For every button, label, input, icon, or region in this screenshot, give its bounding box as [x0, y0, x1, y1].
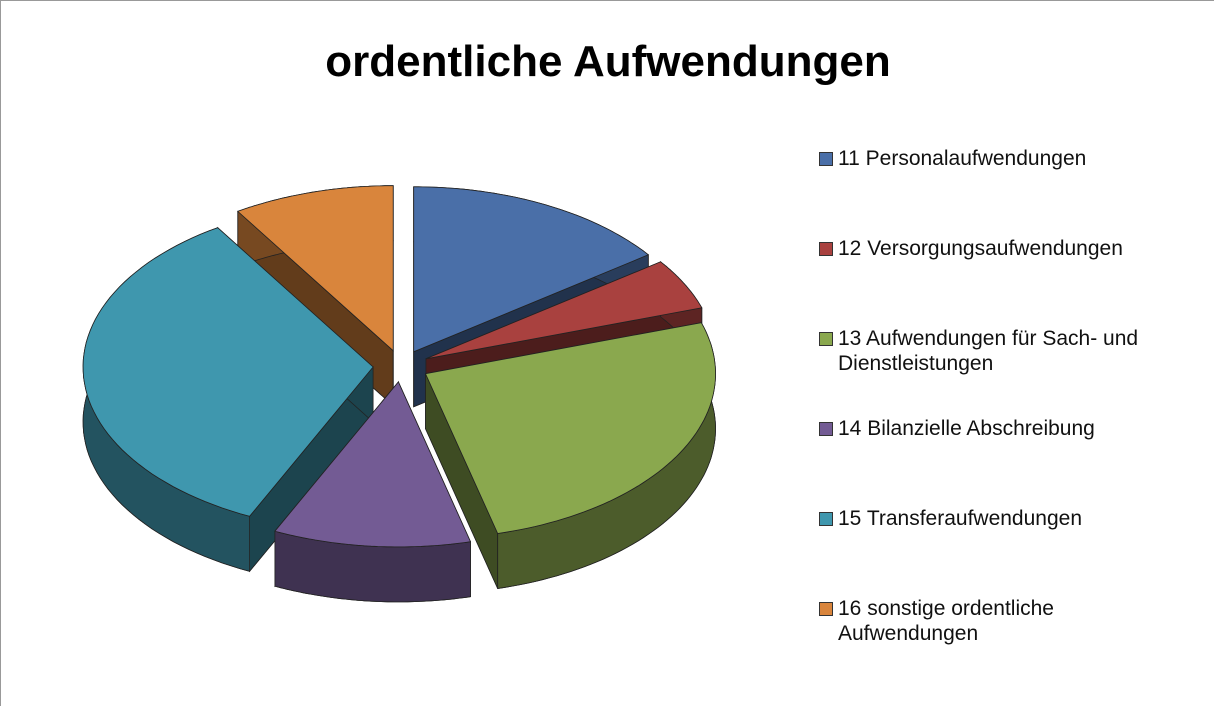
legend-swatch	[819, 422, 833, 436]
legend-label: 15 Transferaufwendungen	[838, 507, 1083, 530]
legend: 11 Personalaufwendungen 12 Versorgungsauf…	[819, 146, 1209, 686]
slice	[425, 261, 703, 360]
legend-item: 15 Transferaufwendungen	[819, 506, 1209, 596]
legend-swatch	[819, 332, 833, 346]
legend-label: 13 Aufwendungen für Sach- und Dienstleis…	[838, 327, 1139, 375]
legend-item: 11 Personalaufwendungen	[819, 146, 1209, 236]
legend-swatch	[819, 512, 833, 526]
legend-swatch	[819, 152, 833, 166]
legend-label: 12 Versorgungsaufwendungen	[838, 237, 1123, 260]
legend-swatch	[819, 242, 833, 256]
slice	[413, 186, 650, 353]
legend-item: 16 sonstige ordentliche Aufwendungen	[819, 596, 1209, 686]
legend-label: 14 Bilanzielle Abschreibung	[838, 417, 1095, 440]
legend-item: 12 Versorgungsaufwendungen	[819, 236, 1209, 326]
legend-item: 13 Aufwendungen für Sach- und Dienstleis…	[819, 326, 1209, 416]
legend-label: 16 sonstige ordentliche Aufwendungen	[838, 597, 1054, 645]
legend-label: 11 Personalaufwendungen	[838, 147, 1087, 170]
legend-swatch	[819, 602, 833, 616]
chart-title: ordentliche Aufwendungen	[325, 37, 891, 86]
slice	[82, 227, 374, 517]
slice	[274, 381, 472, 548]
legend-item: 14 Bilanzielle Abschreibung	[819, 416, 1209, 506]
slice	[237, 185, 394, 352]
slice	[424, 322, 716, 534]
